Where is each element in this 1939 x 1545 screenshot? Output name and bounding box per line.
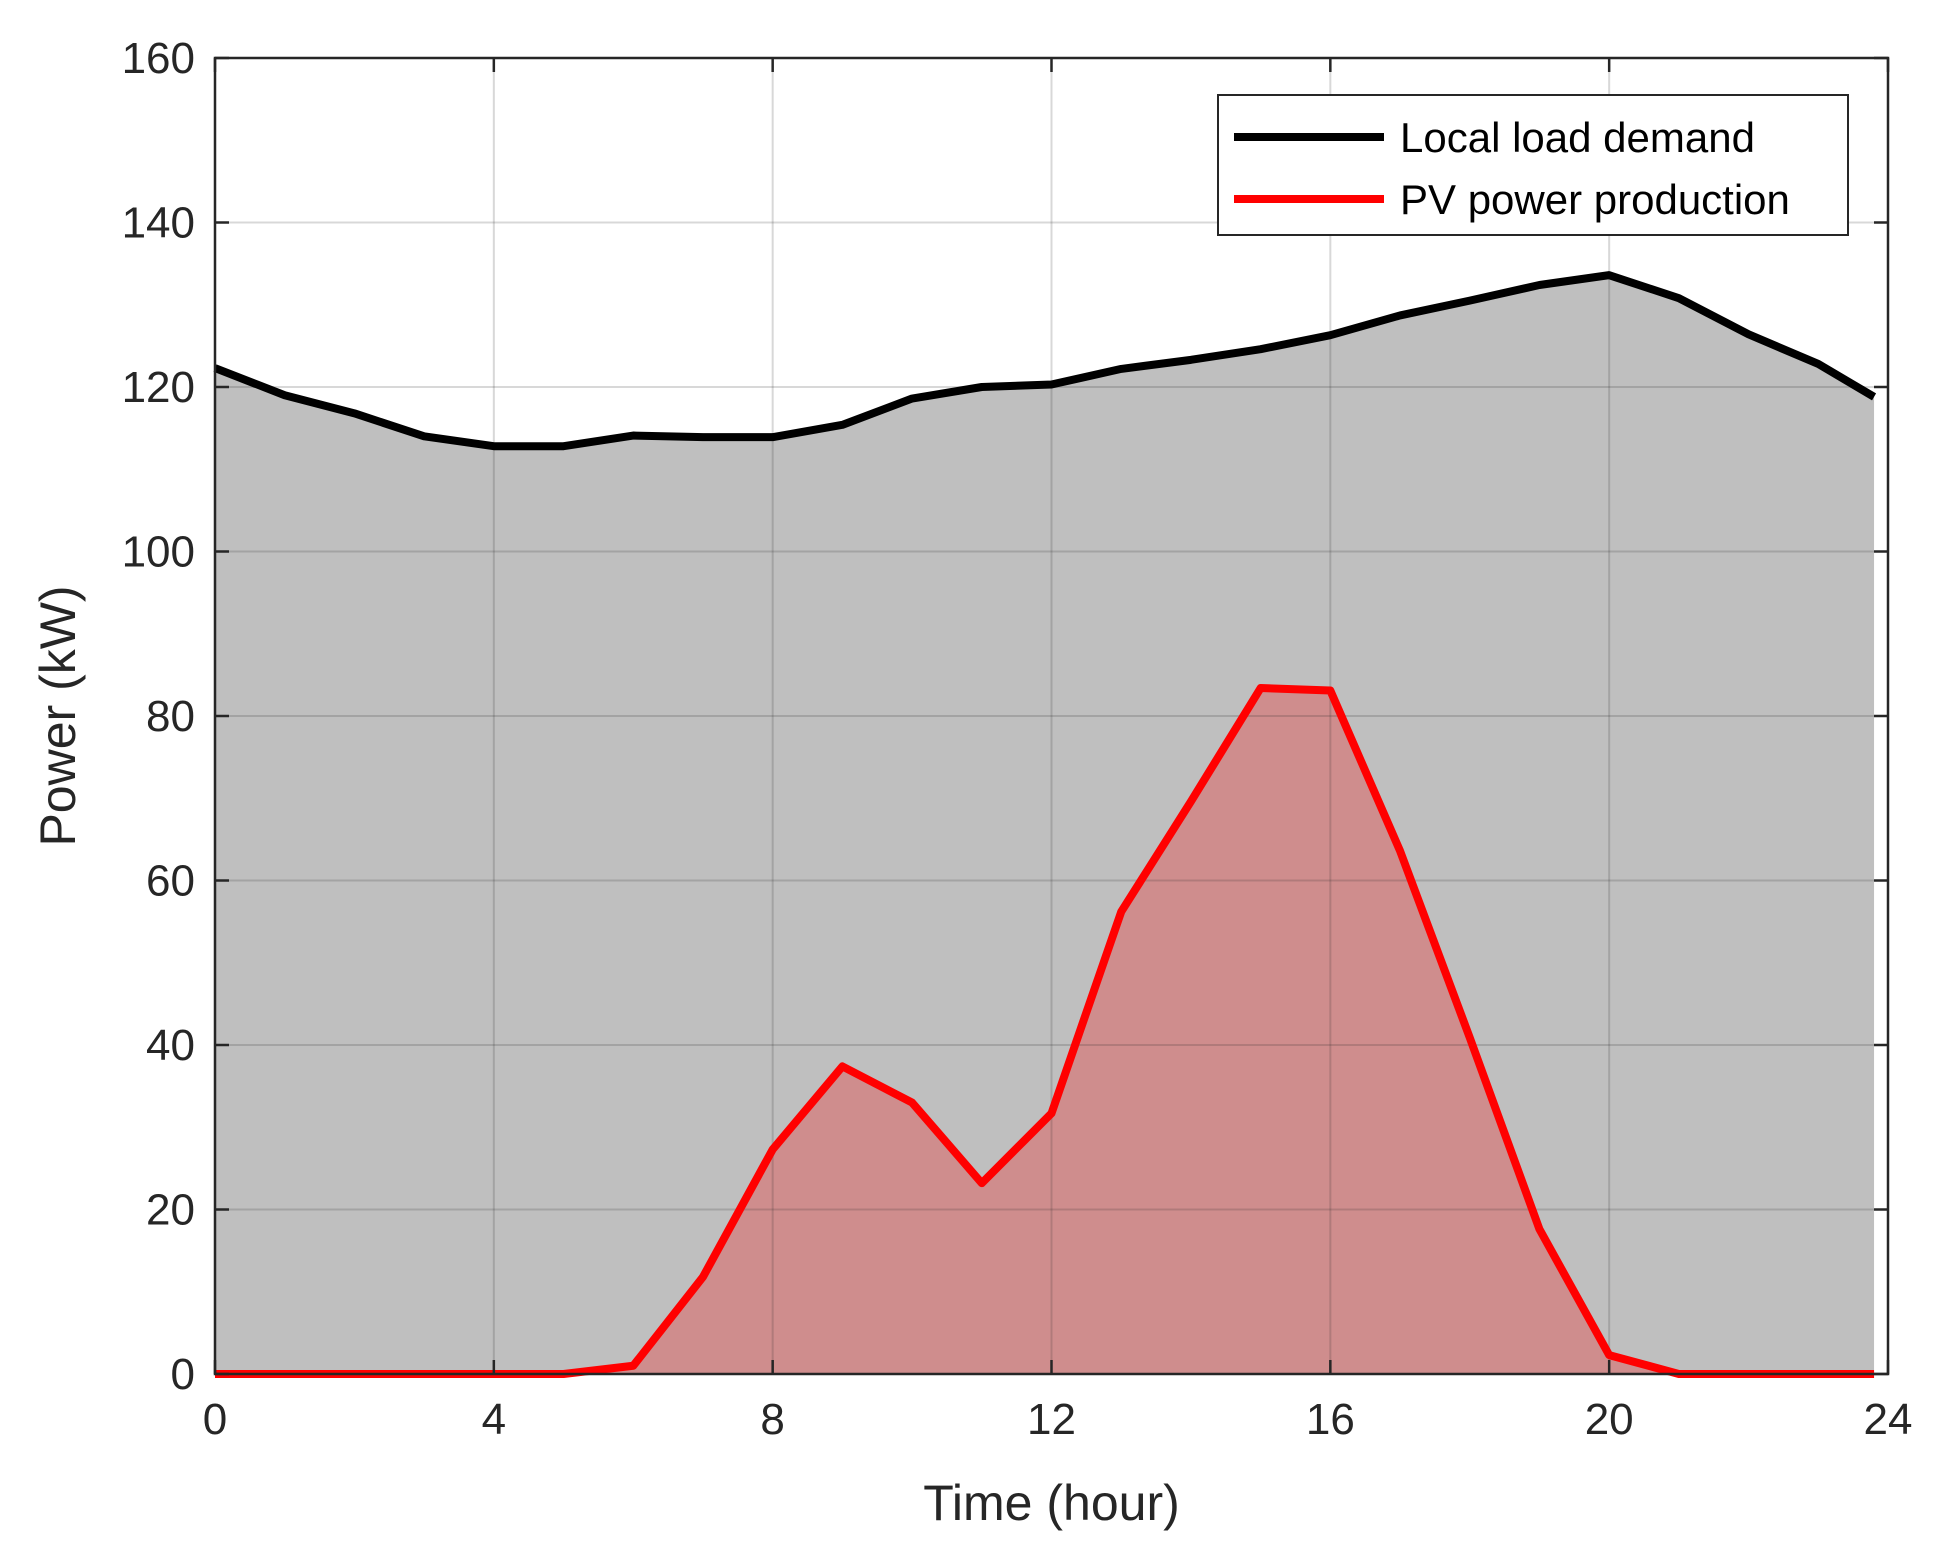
x-tick-label: 24 — [1864, 1395, 1913, 1444]
x-tick-label: 0 — [203, 1395, 227, 1444]
x-tick-label: 20 — [1585, 1395, 1634, 1444]
x-tick-label: 8 — [760, 1395, 784, 1444]
series-line-local-load-demand — [213, 271, 1877, 451]
y-tick-label: 140 — [122, 199, 195, 248]
y-tick-label: 100 — [122, 528, 195, 577]
legend-box — [1217, 94, 1849, 236]
x-tick-label: 16 — [1306, 1395, 1355, 1444]
y-tick-label: 40 — [146, 1021, 195, 1070]
y-tick-label: 160 — [122, 34, 195, 83]
y-tick-label: 120 — [122, 363, 195, 412]
pv-production-area — [215, 688, 1875, 1374]
legend-label: PV power production — [1400, 176, 1790, 223]
x-tick-label: 4 — [482, 1395, 506, 1444]
y-axis-label: Power (kW) — [30, 585, 86, 846]
y-tick-label: 20 — [146, 1186, 195, 1235]
legend-label: Local load demand — [1400, 114, 1755, 161]
x-axis-label: Time (hour) — [923, 1475, 1180, 1531]
x-tick-label: 12 — [1027, 1395, 1076, 1444]
y-tick-label: 0 — [171, 1350, 195, 1399]
y-tick-label: 80 — [146, 692, 195, 741]
y-tick-label: 60 — [146, 857, 195, 906]
